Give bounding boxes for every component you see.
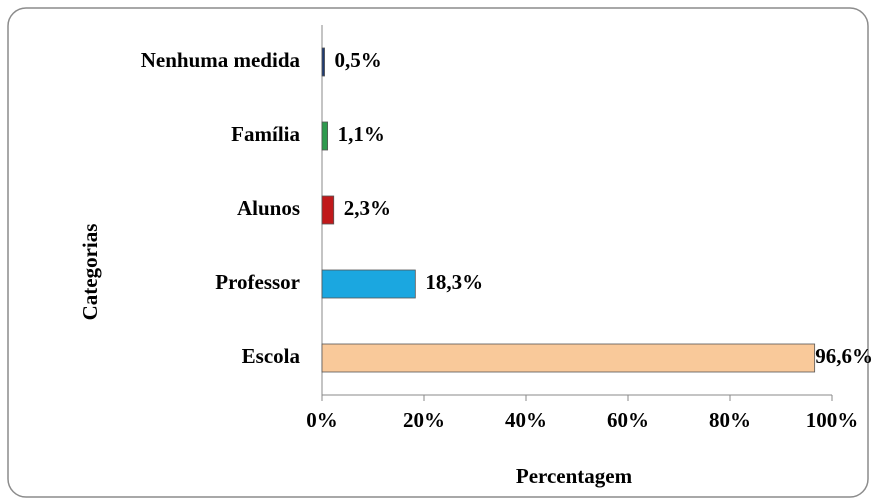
bar <box>321 195 335 225</box>
y-tick-label: Professor <box>215 270 300 294</box>
chart-border <box>7 7 869 498</box>
x-tick-label: 80% <box>709 408 751 432</box>
bar <box>321 47 325 77</box>
y-axis-title: Categorias <box>78 224 102 321</box>
value-label: 2,3% <box>344 196 391 220</box>
value-label: 18,3% <box>425 270 483 294</box>
x-tick-label: 0% <box>306 408 338 432</box>
bar <box>321 121 329 151</box>
bar <box>321 269 416 299</box>
bar <box>321 343 816 373</box>
y-tick-label: Alunos <box>237 196 300 220</box>
x-tick-label: 40% <box>505 408 547 432</box>
x-axis-title: Percentagem <box>516 464 633 488</box>
x-tick-label: 60% <box>607 408 649 432</box>
x-tick-label: 100% <box>806 408 859 432</box>
y-tick-label: Escola <box>242 344 301 368</box>
value-label: 96,6% <box>815 344 873 368</box>
value-label: 1,1% <box>338 122 385 146</box>
y-tick-label: Nenhuma medida <box>141 48 301 72</box>
x-tick-label: 20% <box>403 408 445 432</box>
value-label: 0,5% <box>335 48 382 72</box>
y-tick-label: Família <box>231 122 300 146</box>
